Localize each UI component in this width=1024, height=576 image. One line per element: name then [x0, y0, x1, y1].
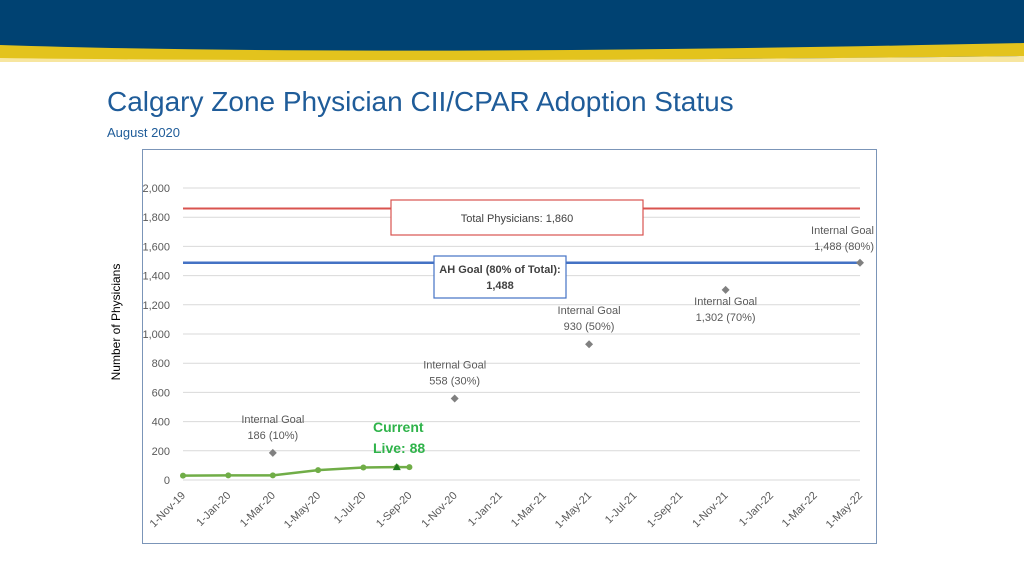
ah-goal-callout	[433, 255, 567, 299]
x-tick-label: 1-Sep-21	[645, 490, 685, 530]
internal-goal-label-line2: 186 (10%)	[247, 430, 298, 442]
internal-goal-label-line1: Internal Goal	[558, 305, 621, 317]
internal-goal-marker	[450, 394, 459, 403]
x-tick-label: 1-Mar-20	[238, 490, 278, 530]
internal-goal-label-line1: Internal Goal	[811, 225, 874, 237]
x-tick-label: 1-Jul-21	[603, 490, 640, 527]
header-stripe	[0, 43, 1024, 62]
x-tick-label: 1-May-21	[553, 490, 594, 531]
page-subtitle: August 2020	[107, 125, 181, 140]
x-tick-label: 1-Nov-21	[690, 490, 730, 530]
current-label-line1: Current	[373, 419, 424, 435]
y-tick-label: 400	[152, 417, 170, 429]
x-tick-label: 1-Mar-22	[780, 490, 820, 530]
y-tick-label: 0	[164, 475, 170, 487]
y-tick-label: 1,600	[142, 241, 170, 253]
internal-goal-label-line2: 930 (50%)	[564, 321, 615, 333]
y-tick-label: 1,000	[142, 329, 170, 341]
live-adoption-point	[406, 464, 413, 471]
x-tick-label: 1-Sep-20	[374, 490, 414, 530]
internal-goal-label-line1: Internal Goal	[423, 360, 486, 372]
y-tick-label: 1,200	[142, 300, 170, 312]
current-marker	[392, 463, 401, 471]
y-tick-label: 1,800	[142, 212, 170, 224]
internal-goal-marker	[721, 285, 730, 294]
chart-frame	[142, 149, 877, 544]
x-tick-label: 1-Jan-21	[466, 490, 505, 529]
internal-goal-marker	[856, 258, 864, 267]
x-tick-label: 1-Nov-20	[419, 490, 459, 530]
internal-goal-marker	[585, 340, 594, 349]
x-tick-label: 1-May-22	[824, 490, 865, 531]
y-axis-label: Number of Physicians	[109, 264, 123, 381]
header-band	[0, 0, 1024, 62]
y-tick-label: 600	[152, 387, 170, 399]
internal-goal-label-line1: Internal Goal	[241, 414, 304, 426]
live-adoption-line	[182, 465, 410, 477]
y-tick-label: 200	[152, 446, 170, 458]
page-title: Calgary Zone Physician CII/CPAR Adoption…	[107, 86, 734, 117]
x-tick-label: 1-May-20	[282, 490, 323, 531]
internal-goal-label-line2: 558 (30%)	[429, 376, 480, 388]
header-stripe-highlight	[0, 56, 1024, 62]
live-adoption-point	[269, 472, 276, 479]
y-tick-label: 1,400	[142, 271, 170, 283]
internal-goal-marker	[268, 448, 277, 457]
live-adoption-point	[315, 467, 322, 474]
internal-goal-label-line1: Internal Goal	[694, 296, 757, 308]
ah-goal-label-line1: AH Goal (80% of Total):	[439, 264, 560, 276]
x-tick-label: 1-Jan-22	[737, 490, 776, 529]
x-tick-label: 1-Jan-20	[194, 490, 233, 529]
live-adoption-point	[180, 472, 186, 479]
live-adoption-point	[360, 464, 367, 471]
current-label-line2: Live: 88	[373, 440, 425, 456]
total-physicians-callout	[390, 199, 644, 236]
x-tick-label: 1-Nov-19	[148, 490, 188, 530]
y-tick-label: 2,000	[142, 183, 170, 195]
live-adoption-point	[225, 472, 232, 479]
total-physicians-label: Total Physicians: 1,860	[461, 213, 574, 225]
internal-goal-label-line2: 1,302 (70%)	[696, 312, 756, 324]
y-tick-label: 800	[152, 358, 170, 370]
x-tick-label: 1-Jul-20	[332, 490, 369, 527]
internal-goal-label-line2: 1,488 (80%)	[814, 241, 874, 253]
x-tick-label: 1-Mar-21	[509, 490, 549, 530]
ah-goal-label-line2: 1,488	[486, 280, 514, 292]
